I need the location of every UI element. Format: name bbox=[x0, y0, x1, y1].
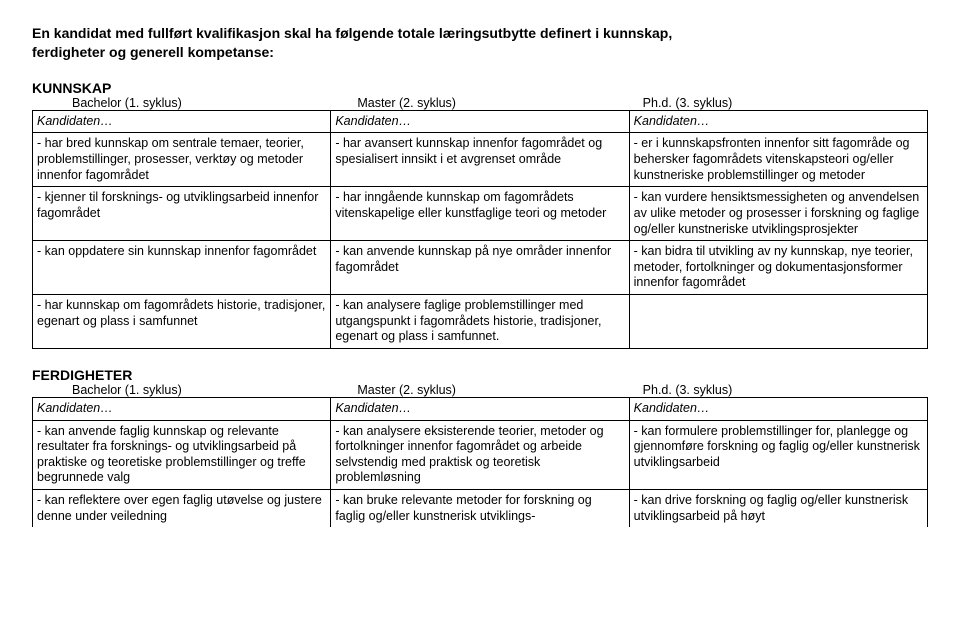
cell: - kan analysere eksisterende teorier, me… bbox=[331, 420, 629, 490]
cell: - kan oppdatere sin kunnskap innenfor fa… bbox=[33, 241, 331, 295]
page-title: En kandidat med fullført kvalifikasjon s… bbox=[32, 24, 928, 62]
cell: - kjenner til forsknings- og utviklingsa… bbox=[33, 187, 331, 241]
col-header-master: Master (2. syklus) bbox=[357, 383, 642, 397]
col-header-master: Master (2. syklus) bbox=[357, 96, 642, 110]
title-line-2: ferdigheter og generell kompetanse: bbox=[32, 44, 274, 60]
cell: Kandidaten… bbox=[629, 397, 927, 420]
section-header-kunnskap: KUNNSKAP bbox=[32, 80, 928, 96]
table-row: Kandidaten… Kandidaten… Kandidaten… bbox=[33, 397, 928, 420]
cell: - kan anvende faglig kunnskap og relevan… bbox=[33, 420, 331, 490]
cell: Kandidaten… bbox=[629, 110, 927, 133]
table-row: - har bred kunnskap om sentrale temaer, … bbox=[33, 133, 928, 187]
col-header-phd: Ph.d. (3. syklus) bbox=[643, 96, 928, 110]
cell: Kandidaten… bbox=[331, 110, 629, 133]
col-header-bachelor: Bachelor (1. syklus) bbox=[72, 96, 357, 110]
cell: - kan drive forskning og faglig og/eller… bbox=[629, 490, 927, 528]
cell: - kan formulere problemstillinger for, p… bbox=[629, 420, 927, 490]
table-row: - kan anvende faglig kunnskap og relevan… bbox=[33, 420, 928, 490]
section-header-ferdigheter: FERDIGHETER bbox=[32, 367, 928, 383]
column-headers-ferdigheter: Bachelor (1. syklus) Master (2. syklus) … bbox=[72, 383, 928, 397]
title-line-1: En kandidat med fullført kvalifikasjon s… bbox=[32, 25, 672, 41]
col-header-bachelor: Bachelor (1. syklus) bbox=[72, 383, 357, 397]
table-ferdigheter: Kandidaten… Kandidaten… Kandidaten… - ka… bbox=[32, 397, 928, 527]
cell: - kan bruke relevante metoder for forskn… bbox=[331, 490, 629, 528]
cell: Kandidaten… bbox=[331, 397, 629, 420]
cell: - er i kunnskapsfronten innenfor sitt fa… bbox=[629, 133, 927, 187]
cell bbox=[629, 295, 927, 349]
cell: - kan anvende kunnskap på nye områder in… bbox=[331, 241, 629, 295]
cell: - har bred kunnskap om sentrale temaer, … bbox=[33, 133, 331, 187]
table-row: Kandidaten… Kandidaten… Kandidaten… bbox=[33, 110, 928, 133]
table-row: - kjenner til forsknings- og utviklingsa… bbox=[33, 187, 928, 241]
column-headers-kunnskap: Bachelor (1. syklus) Master (2. syklus) … bbox=[72, 96, 928, 110]
cell: - kan analysere faglige problemstillinge… bbox=[331, 295, 629, 349]
cell: Kandidaten… bbox=[33, 397, 331, 420]
cell: - kan vurdere hensiktsmessigheten og anv… bbox=[629, 187, 927, 241]
cell: - har inngående kunnskap om fagområdets … bbox=[331, 187, 629, 241]
cell: - kan reflektere over egen faglig utøvel… bbox=[33, 490, 331, 528]
cell: - har kunnskap om fagområdets historie, … bbox=[33, 295, 331, 349]
cell: - kan bidra til utvikling av ny kunnskap… bbox=[629, 241, 927, 295]
cell: - har avansert kunnskap innenfor fagområ… bbox=[331, 133, 629, 187]
table-row: - kan oppdatere sin kunnskap innenfor fa… bbox=[33, 241, 928, 295]
cell: Kandidaten… bbox=[33, 110, 331, 133]
table-row: - har kunnskap om fagområdets historie, … bbox=[33, 295, 928, 349]
col-header-phd: Ph.d. (3. syklus) bbox=[643, 383, 928, 397]
table-row: - kan reflektere over egen faglig utøvel… bbox=[33, 490, 928, 528]
table-kunnskap: Kandidaten… Kandidaten… Kandidaten… - ha… bbox=[32, 110, 928, 349]
